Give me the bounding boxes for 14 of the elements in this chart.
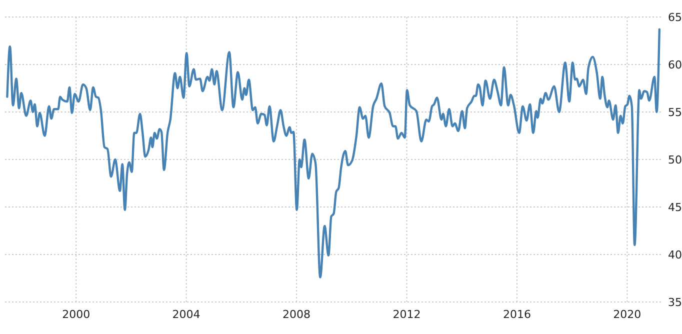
y-tick-label: 45 (668, 200, 682, 214)
x-tick-label: 2012 (392, 308, 421, 321)
x-tick-label: 2016 (502, 308, 531, 321)
x-tick-label: 2000 (62, 308, 90, 321)
x-tick-label: 2004 (172, 308, 200, 321)
y-tick-label: 60 (668, 58, 682, 72)
y-tick-label: 40 (668, 248, 682, 262)
y-tick-label: 35 (668, 296, 682, 309)
line-series (6, 28, 661, 278)
x-tick-label: 2020 (613, 308, 642, 321)
y-tick-label: 50 (668, 153, 682, 166)
x-tick-label: 2008 (282, 308, 311, 321)
y-tick-label: 55 (668, 106, 682, 119)
y-tick-label: 65 (668, 10, 682, 24)
